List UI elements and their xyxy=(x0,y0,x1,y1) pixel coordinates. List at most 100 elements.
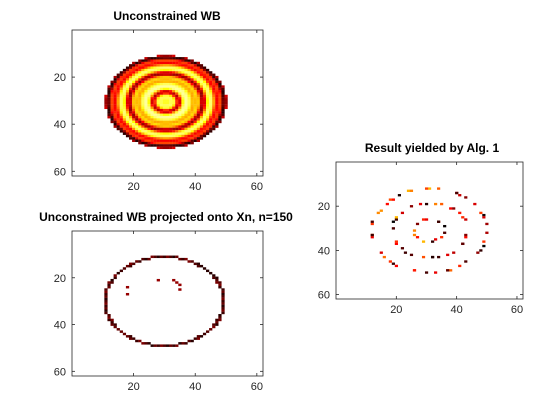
heat-pixel xyxy=(169,113,173,117)
scatter-pixel xyxy=(370,236,374,239)
scatter-pixel xyxy=(376,211,380,215)
heat-pixel xyxy=(202,85,207,88)
heat-pixel xyxy=(175,137,179,140)
heat-pixel xyxy=(156,66,160,69)
heat-pixel xyxy=(150,113,154,117)
heat-pixel xyxy=(113,80,117,84)
heat-pixel xyxy=(119,115,123,119)
scatter-pixel xyxy=(382,255,386,259)
heat-pixel xyxy=(165,120,170,124)
heat-pixel xyxy=(165,137,170,140)
heat-pixel xyxy=(113,85,117,88)
heat-pixel xyxy=(141,71,145,74)
heat-pixel xyxy=(172,111,176,114)
ring-pixel xyxy=(128,337,133,340)
heat-pixel xyxy=(144,113,148,117)
heat-pixel xyxy=(116,87,120,91)
heat-pixel xyxy=(190,125,194,128)
heat-pixel xyxy=(113,97,117,100)
heat-pixel xyxy=(150,125,154,128)
heat-pixel xyxy=(221,94,225,98)
ring-pixel xyxy=(107,316,111,319)
heat-pixel xyxy=(159,61,164,65)
heat-pixel xyxy=(181,130,185,133)
heat-pixel xyxy=(169,61,173,65)
chart-title-3: Result yielded by Alg. 1 xyxy=(364,141,500,155)
heat-pixel xyxy=(196,125,200,128)
heat-pixel xyxy=(141,141,145,145)
heat-pixel xyxy=(202,68,207,72)
heat-pixel xyxy=(172,139,176,142)
heat-pixel xyxy=(104,97,108,100)
heat-pixel xyxy=(150,144,154,147)
heat-pixel xyxy=(159,132,164,135)
heat-pixel xyxy=(206,132,210,135)
heat-pixel xyxy=(119,80,123,84)
chart-title-1: Unconstrained WB xyxy=(113,9,221,23)
ring-pixel xyxy=(221,290,225,294)
heat-pixel xyxy=(196,87,200,91)
heat-pixel xyxy=(162,104,167,107)
heat-pixel xyxy=(150,97,154,100)
heat-pixel xyxy=(215,75,219,79)
heat-pixel xyxy=(141,87,145,91)
heat-pixel xyxy=(141,123,145,126)
heat-pixel xyxy=(144,139,148,142)
heat-pixel xyxy=(206,78,210,81)
heat-pixel xyxy=(156,111,160,114)
heat-pixel xyxy=(224,104,228,107)
heat-pixel xyxy=(132,75,136,79)
heat-pixel xyxy=(135,134,139,138)
heat-pixel xyxy=(165,75,170,79)
heat-pixel xyxy=(159,123,164,126)
scatter-pixel xyxy=(415,222,420,226)
heat-pixel xyxy=(138,137,142,140)
heat-pixel xyxy=(162,57,167,60)
heat-pixel xyxy=(196,113,200,117)
heat-pixel xyxy=(156,115,160,119)
heat-pixel xyxy=(132,68,136,72)
heat-pixel xyxy=(125,97,130,100)
heat-pixel xyxy=(175,144,179,147)
heat-pixel xyxy=(181,118,185,121)
heat-pixel xyxy=(116,78,120,81)
heat-pixel xyxy=(181,90,185,93)
heat-pixel xyxy=(125,123,130,126)
heat-pixel xyxy=(199,85,204,88)
scatter-pixel xyxy=(427,187,432,190)
scatter-pixel xyxy=(397,194,401,197)
scatter-pixel xyxy=(370,233,374,237)
heat-pixel xyxy=(153,108,157,112)
ring-pixel xyxy=(116,271,120,275)
heat-pixel xyxy=(138,141,142,145)
heat-pixel xyxy=(206,108,210,112)
heat-pixel xyxy=(196,90,200,93)
scatter-pixel xyxy=(409,189,414,192)
scatter-pixel xyxy=(394,242,398,246)
heat-pixel xyxy=(178,94,182,98)
heat-pixel xyxy=(193,80,197,84)
heat-pixel xyxy=(144,90,148,93)
heat-pixel xyxy=(147,80,151,84)
heat-pixel xyxy=(193,106,197,110)
heat-pixel xyxy=(196,132,200,135)
y-tick-label: 40 xyxy=(54,320,66,332)
heat-pixel xyxy=(212,73,216,77)
heat-pixel xyxy=(206,120,210,124)
heat-pixel xyxy=(221,106,225,110)
heat-pixel xyxy=(135,90,139,93)
heat-pixel xyxy=(199,115,204,119)
heat-pixel xyxy=(110,85,114,88)
heat-pixel xyxy=(187,113,191,117)
heat-pixel xyxy=(187,78,191,81)
heat-pixel xyxy=(178,108,182,112)
heat-pixel xyxy=(125,130,130,133)
heat-pixel xyxy=(122,106,127,110)
heat-pixel xyxy=(156,123,160,126)
scatter-pixel xyxy=(391,227,395,230)
heat-pixel xyxy=(156,106,160,110)
heat-pixel xyxy=(128,120,133,124)
heat-pixel xyxy=(196,104,200,107)
heat-pixel xyxy=(132,134,136,138)
heat-pixel xyxy=(206,115,210,119)
